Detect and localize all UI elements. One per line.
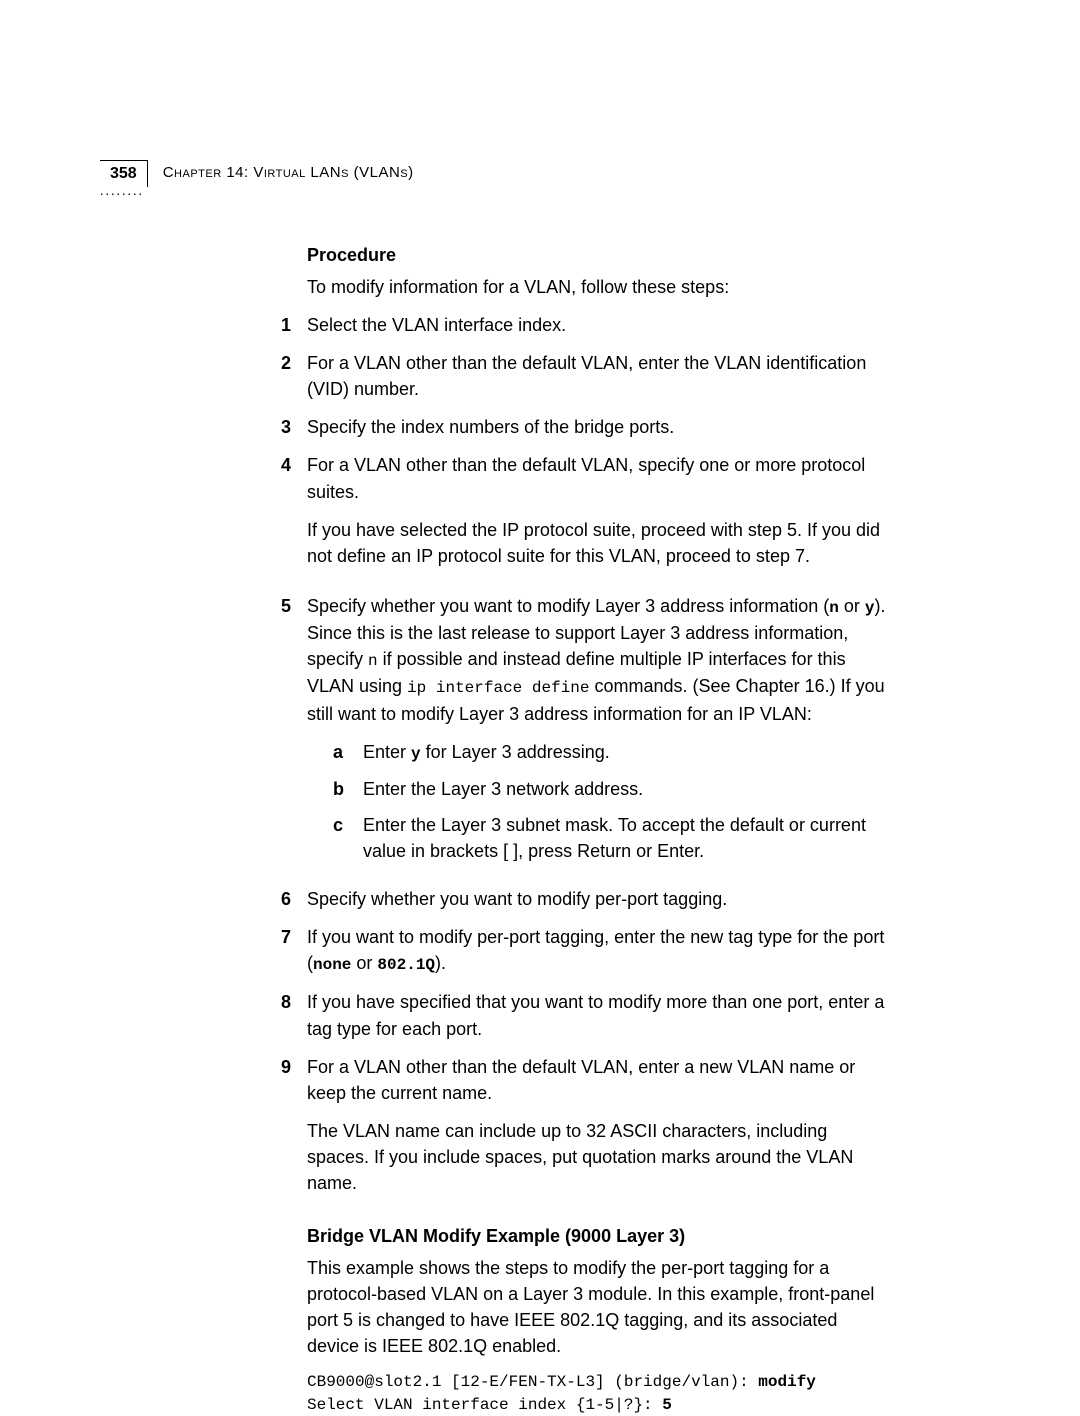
step-4-note: If you have selected the IP protocol sui…: [307, 517, 887, 569]
text-fragment: or: [351, 953, 377, 973]
step-4: 4 For a VLAN other than the default VLAN…: [307, 452, 887, 580]
step-content: If you have specified that you want to m…: [307, 989, 887, 1041]
example-heading: Bridge VLAN Modify Example (9000 Layer 3…: [307, 1226, 887, 1247]
step-content: Specify whether you want to modify Layer…: [307, 593, 887, 874]
example-text: This example shows the steps to modify t…: [307, 1255, 887, 1359]
step-5c: c Enter the Layer 3 subnet mask. To acce…: [307, 812, 887, 864]
chapter-title: Chapter 14: Virtual LANs (VLANs): [163, 160, 414, 181]
step-number: 2: [281, 350, 307, 402]
step-4-text: For a VLAN other than the default VLAN, …: [307, 452, 887, 504]
code-input-2: 5: [662, 1396, 672, 1414]
step-number: 4: [281, 452, 307, 580]
sub-letter: c: [333, 812, 363, 864]
step-2: 2 For a VLAN other than the default VLAN…: [307, 350, 887, 402]
step-3: 3 Specify the index numbers of the bridg…: [307, 414, 887, 440]
code-block: CB9000@slot2.1 [12-E/FEN-TX-L3] (bridge/…: [307, 1371, 887, 1416]
page-header: 358 Chapter 14: Virtual LANs (VLANs): [100, 160, 414, 187]
step-content: Specify the index numbers of the bridge …: [307, 414, 887, 440]
procedure-intro: To modify information for a VLAN, follow…: [307, 274, 887, 300]
sub-content: Enter the Layer 3 network address.: [363, 776, 887, 802]
sub-letter: a: [333, 739, 363, 766]
step-5a: a Enter y for Layer 3 addressing.: [307, 739, 887, 766]
step-content: For a VLAN other than the default VLAN, …: [307, 1054, 887, 1208]
step-content: For a VLAN other than the default VLAN, …: [307, 350, 887, 402]
code-input-1: modify: [758, 1373, 816, 1391]
step-5: 5 Specify whether you want to modify Lay…: [307, 593, 887, 874]
sub-content: Enter the Layer 3 subnet mask. To accept…: [363, 812, 887, 864]
text-fragment: Enter: [363, 742, 411, 762]
step-9-text: For a VLAN other than the default VLAN, …: [307, 1054, 887, 1106]
main-content: Procedure To modify information for a VL…: [307, 245, 887, 1416]
sub-content: Enter y for Layer 3 addressing.: [363, 739, 887, 766]
step-6: 6 Specify whether you want to modify per…: [307, 886, 887, 912]
code-8021q: 802.1Q: [377, 956, 435, 974]
step-5b: b Enter the Layer 3 network address.: [307, 776, 887, 802]
code-n: n: [829, 599, 839, 617]
step-number: 1: [281, 312, 307, 338]
text-fragment: for Layer 3 addressing.: [421, 742, 610, 762]
code-y: y: [411, 745, 421, 763]
procedure-heading: Procedure: [307, 245, 887, 266]
page-number: 358: [100, 160, 148, 187]
step-9-note: The VLAN name can include up to 32 ASCII…: [307, 1118, 887, 1196]
header-dots: ........: [100, 184, 144, 200]
step-content: Select the VLAN interface index.: [307, 312, 887, 338]
text-fragment: Specify whether you want to modify Layer…: [307, 596, 829, 616]
text-fragment: ).: [435, 953, 446, 973]
step-content: If you want to modify per-port tagging, …: [307, 924, 887, 977]
step-number: 5: [281, 593, 307, 874]
code-y: y: [865, 599, 875, 617]
step-1: 1 Select the VLAN interface index.: [307, 312, 887, 338]
code-prompt-1: CB9000@slot2.1 [12-E/FEN-TX-L3] (bridge/…: [307, 1373, 758, 1391]
code-cmd: ip interface define: [407, 679, 589, 697]
step-number: 3: [281, 414, 307, 440]
step-content: For a VLAN other than the default VLAN, …: [307, 452, 887, 580]
step-number: 7: [281, 924, 307, 977]
step-7: 7 If you want to modify per-port tagging…: [307, 924, 887, 977]
step-5-text: Specify whether you want to modify Layer…: [307, 593, 887, 727]
step-number: 6: [281, 886, 307, 912]
code-n2: n: [368, 652, 378, 670]
code-none: none: [313, 956, 351, 974]
code-prompt-2: Select VLAN interface index {1-5|?}:: [307, 1396, 662, 1414]
step-8: 8 If you have specified that you want to…: [307, 989, 887, 1041]
step-content: Specify whether you want to modify per-p…: [307, 886, 887, 912]
step-9: 9 For a VLAN other than the default VLAN…: [307, 1054, 887, 1208]
step-number: 8: [281, 989, 307, 1041]
sub-letter: b: [333, 776, 363, 802]
step-number: 9: [281, 1054, 307, 1208]
text-fragment: or: [839, 596, 865, 616]
